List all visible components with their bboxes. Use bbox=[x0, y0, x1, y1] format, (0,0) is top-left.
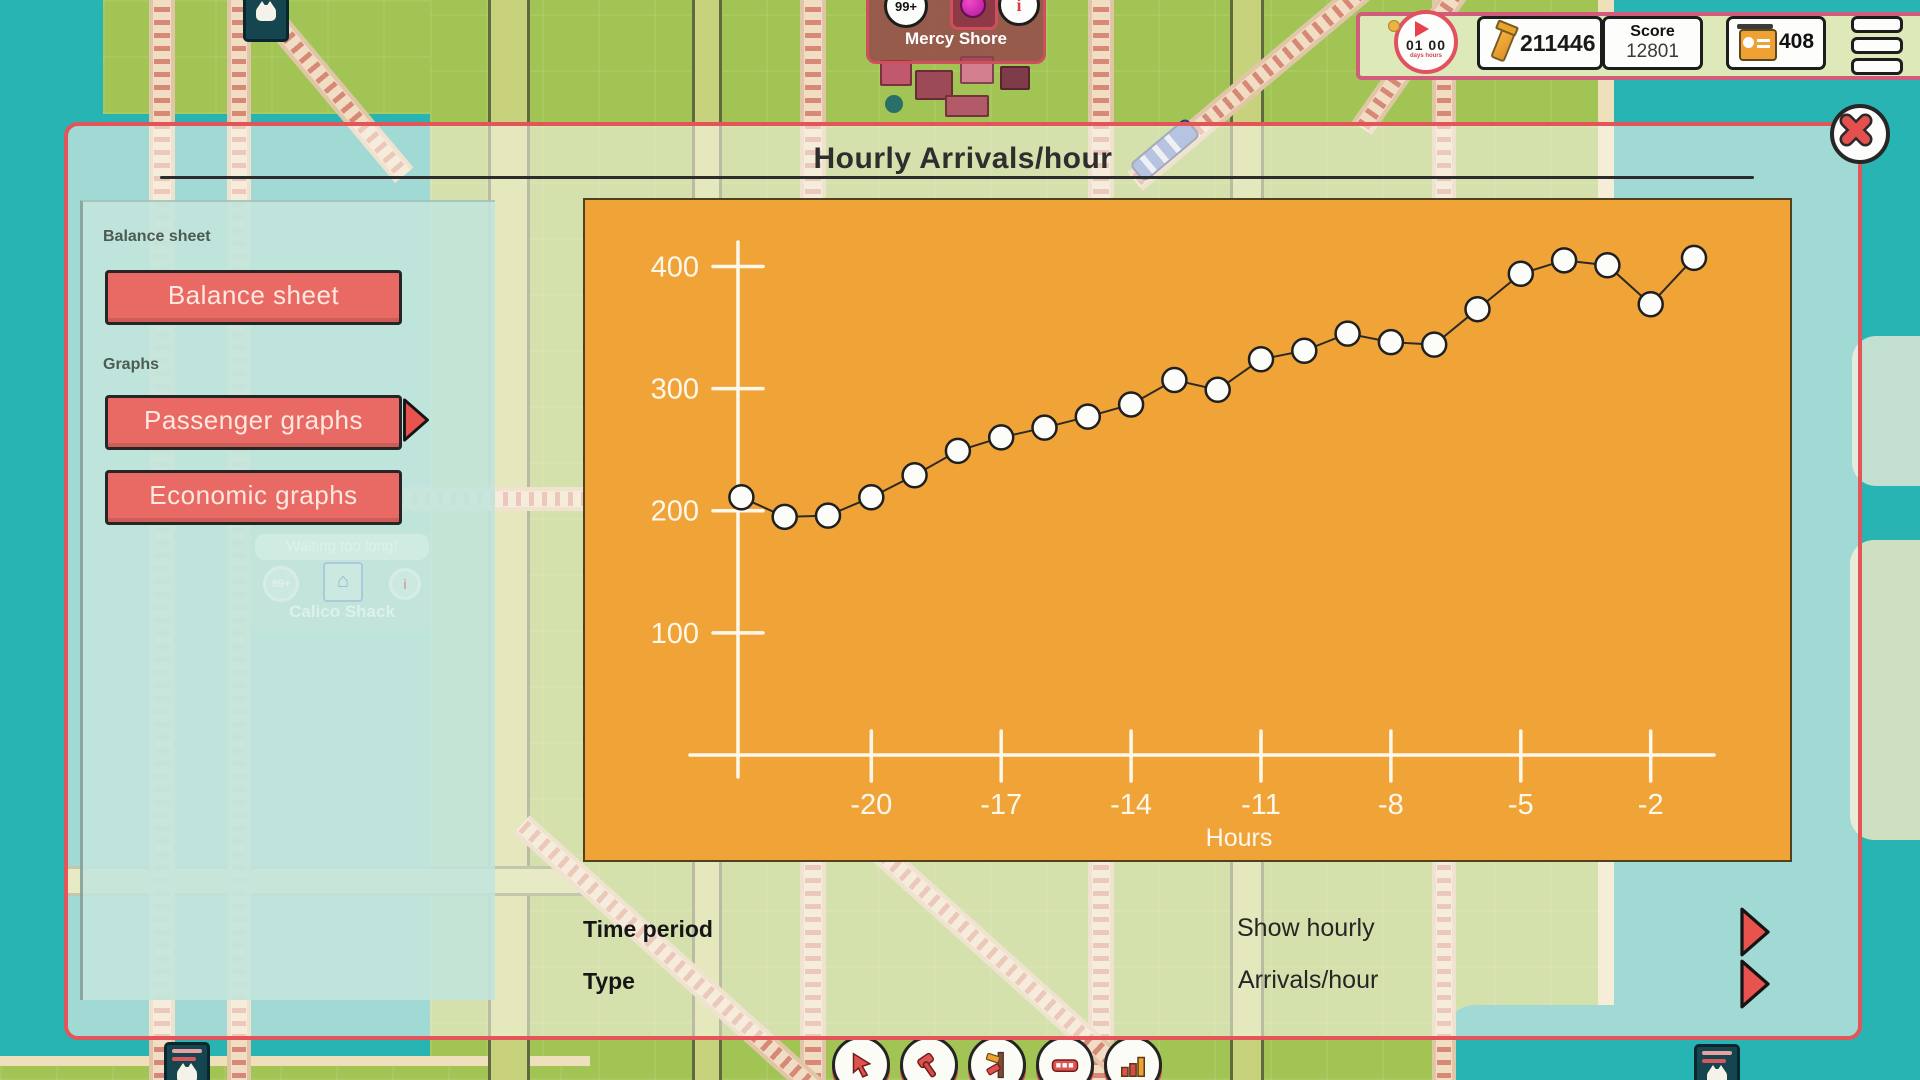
cat-billboard bbox=[243, 0, 289, 42]
menu-bar bbox=[1851, 16, 1903, 33]
build-tool-button[interactable] bbox=[900, 1036, 958, 1080]
info-text: i bbox=[1016, 0, 1022, 15]
svg-text:-20: -20 bbox=[850, 789, 892, 821]
close-icon bbox=[1839, 113, 1873, 147]
svg-text:Hours: Hours bbox=[1206, 824, 1273, 852]
sign-pole-icon bbox=[1737, 24, 1773, 29]
train-tool-button[interactable] bbox=[1036, 1036, 1094, 1080]
menu-bar bbox=[1851, 58, 1903, 75]
svg-text:300: 300 bbox=[651, 374, 699, 406]
station-name: Mercy Shore bbox=[904, 29, 1008, 48]
money-value: 211446 bbox=[1520, 30, 1596, 56]
faded-building-icon: ⌂ bbox=[323, 562, 363, 602]
svg-text:200: 200 bbox=[651, 496, 699, 528]
badge-text: 99+ bbox=[894, 0, 918, 14]
time-period-next-button[interactable] bbox=[1736, 906, 1774, 958]
graphs-sidebar: Balance sheet Balance sheet Graphs Passe… bbox=[80, 200, 495, 1000]
chart-panel: 100 200 300 400 -20 -17 -14 -11 -8 -5 -2 Hours bbox=[583, 198, 1792, 862]
timer-dot bbox=[1388, 20, 1400, 32]
top-hud: 01 00 days hours 211446 Score 12801 408 bbox=[1356, 10, 1920, 80]
cat-billboard bbox=[164, 1042, 210, 1080]
score-label: Score bbox=[1630, 23, 1675, 40]
modal-title: Hourly Arrivals/hour bbox=[813, 142, 1113, 175]
waiting-banner: Waiting too long! bbox=[255, 534, 429, 560]
signal-icon bbox=[985, 1051, 1004, 1079]
graphs-modal: Hourly Arrivals/hour Balance sheet Balan… bbox=[64, 104, 1890, 1040]
svg-text:100: 100 bbox=[651, 618, 699, 650]
land-patch-right-1 bbox=[1852, 336, 1920, 486]
play-icon bbox=[1414, 21, 1438, 37]
type-next-button[interactable] bbox=[1736, 958, 1774, 1010]
badge-text: 99+ bbox=[271, 578, 291, 590]
beach-bottom-left bbox=[0, 1056, 590, 1066]
waiting-count: 408 bbox=[1779, 30, 1815, 53]
cat-billboard bbox=[1694, 1044, 1740, 1080]
timer-button[interactable]: 01 00 days hours bbox=[1394, 10, 1458, 74]
sidebar-section-label: Balance sheet bbox=[103, 228, 211, 245]
title-divider bbox=[160, 176, 1754, 179]
passenger-graphs-button[interactable]: Passenger graphs bbox=[105, 395, 402, 450]
score-value: 12801 bbox=[1626, 41, 1679, 62]
close-button[interactable] bbox=[1830, 104, 1890, 164]
arrivals-chart: 100 200 300 400 -20 -17 -14 -11 -8 -5 -2 Hours bbox=[651, 240, 1716, 852]
score-panel: Score 12801 bbox=[1602, 16, 1703, 70]
svg-text:-5: -5 bbox=[1508, 789, 1534, 821]
faded-station-name: Calico Shack bbox=[289, 602, 395, 621]
menu-bar bbox=[1851, 37, 1903, 54]
time-period-value: Show hourly bbox=[1237, 914, 1375, 942]
station-sign-icon bbox=[1739, 29, 1777, 61]
info-text: i bbox=[403, 576, 407, 592]
bottom-toolbar bbox=[832, 1036, 1162, 1080]
svg-text:400: 400 bbox=[651, 251, 699, 283]
balance-sheet-button[interactable]: Balance sheet bbox=[105, 270, 402, 325]
land-bottom-left bbox=[0, 1066, 590, 1080]
cursor-icon bbox=[852, 1052, 872, 1078]
type-value: Arrivals/hour bbox=[1238, 966, 1379, 994]
waiting-panel: 408 bbox=[1726, 16, 1826, 70]
faded-info-icon: i bbox=[389, 568, 421, 600]
svg-text:-2: -2 bbox=[1638, 789, 1664, 821]
sidebar-section-label: Graphs bbox=[103, 356, 160, 373]
svg-text:-8: -8 bbox=[1378, 789, 1404, 821]
select-tool-button[interactable] bbox=[832, 1036, 890, 1080]
bush bbox=[885, 95, 903, 113]
graphs-tool-button[interactable] bbox=[1104, 1036, 1162, 1080]
house bbox=[945, 95, 989, 117]
faded-badge: 99+ bbox=[263, 566, 299, 602]
house bbox=[1000, 66, 1030, 90]
selected-arrow-icon bbox=[403, 398, 429, 442]
faded-station-tooltip: Waiting too long! 99+ ⌂ i Calico Shack bbox=[251, 530, 433, 630]
type-label: Type bbox=[583, 968, 635, 994]
svg-text:-11: -11 bbox=[1241, 789, 1281, 821]
train-icon bbox=[1051, 1059, 1079, 1072]
menu-button[interactable] bbox=[1851, 16, 1903, 75]
signal-tool-button[interactable] bbox=[968, 1036, 1026, 1080]
timer-value: 01 00 bbox=[1405, 37, 1447, 53]
svg-text:-17: -17 bbox=[980, 789, 1022, 821]
money-panel: 211446 bbox=[1477, 16, 1603, 70]
svg-text:-14: -14 bbox=[1110, 789, 1152, 821]
bar-chart-icon bbox=[1121, 1056, 1145, 1077]
resource-icon bbox=[950, 0, 998, 30]
hammer-icon bbox=[917, 1052, 937, 1078]
time-period-label: Time period bbox=[583, 916, 713, 942]
economic-graphs-button[interactable]: Economic graphs bbox=[105, 470, 402, 525]
timer-unit: days hours bbox=[1409, 53, 1442, 59]
